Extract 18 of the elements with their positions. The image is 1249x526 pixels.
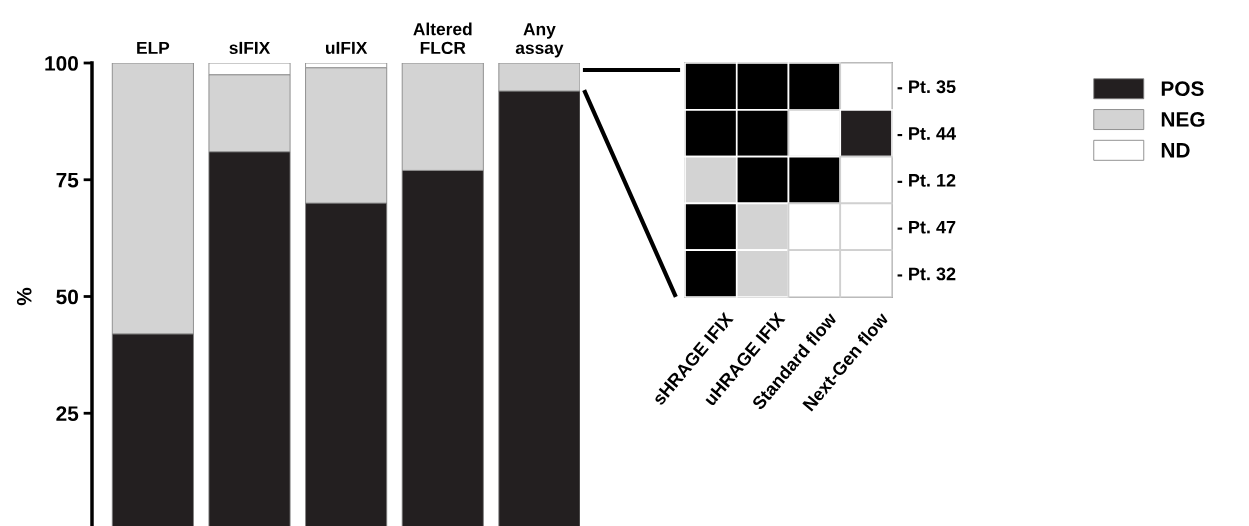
x-tick-label: ELP — [137, 41, 170, 54]
y-tick-label: 100 — [45, 56, 78, 71]
y-tick-label: 25 — [56, 406, 79, 421]
x-tick-label: Any assay — [515, 23, 564, 58]
x-tick-label: sIFIX — [229, 41, 271, 55]
legend-label: ND — [1161, 143, 1190, 158]
y-axis-title: % — [16, 287, 32, 306]
y-tick-label: 50 — [56, 289, 78, 305]
x-tick-label: uIFIX — [326, 41, 368, 55]
y-tick-label: 75 — [56, 172, 79, 188]
legend-label: POS — [1161, 81, 1204, 97]
y-tick-label: - Pt. 47 — [897, 220, 956, 234]
y-tick-label: - Pt. 35 — [897, 80, 956, 94]
y-tick-label: - Pt. 44 — [897, 127, 956, 140]
legend-label: NEG — [1161, 112, 1205, 127]
x-tick-label: Altered FLCR — [413, 22, 472, 55]
y-tick-label: - Pt. 12 — [897, 173, 956, 187]
y-tick-label: - Pt. 32 — [897, 267, 956, 281]
